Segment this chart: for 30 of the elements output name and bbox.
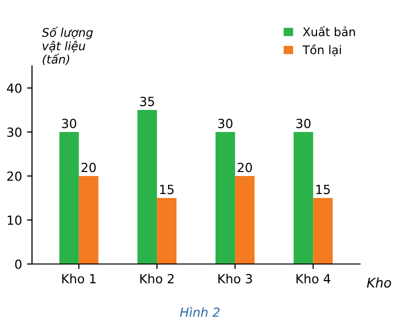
y-tick-label: 0	[15, 259, 22, 269]
y-tick-label: 40	[6, 83, 22, 93]
x-tick-label: Kho 1	[62, 274, 96, 284]
y-tick-label: 30	[7, 127, 22, 137]
data-label: 15	[316, 184, 330, 194]
data-label: 20	[238, 162, 252, 172]
data-label: 20	[82, 162, 96, 172]
x-axis-title: Kho	[366, 277, 392, 288]
y-axis-title: Số lượng vật liệu (tấn)	[42, 26, 93, 66]
x-tick-label: Kho 4	[296, 274, 330, 284]
bar	[78, 176, 98, 264]
legend-label: Tồn lại	[302, 44, 341, 56]
bar	[294, 132, 314, 264]
bar	[156, 198, 176, 264]
bar	[235, 176, 255, 264]
data-label: 30	[296, 118, 311, 128]
data-label: 15	[160, 184, 174, 194]
y-tick-label: 20	[7, 171, 22, 181]
bar	[59, 132, 79, 264]
bar	[313, 198, 333, 264]
data-label: 30	[62, 118, 76, 128]
x-tick-label: Kho 2	[140, 274, 174, 284]
bar	[216, 132, 236, 264]
x-tick-label: Kho 3	[218, 274, 252, 284]
data-label: 35	[140, 96, 154, 106]
legend-label: Xuất bản	[302, 26, 355, 36]
text: Hình 2	[180, 306, 220, 317]
y-tick-label: 10	[8, 215, 22, 225]
bar	[137, 110, 157, 264]
data-label: 30	[218, 118, 232, 128]
